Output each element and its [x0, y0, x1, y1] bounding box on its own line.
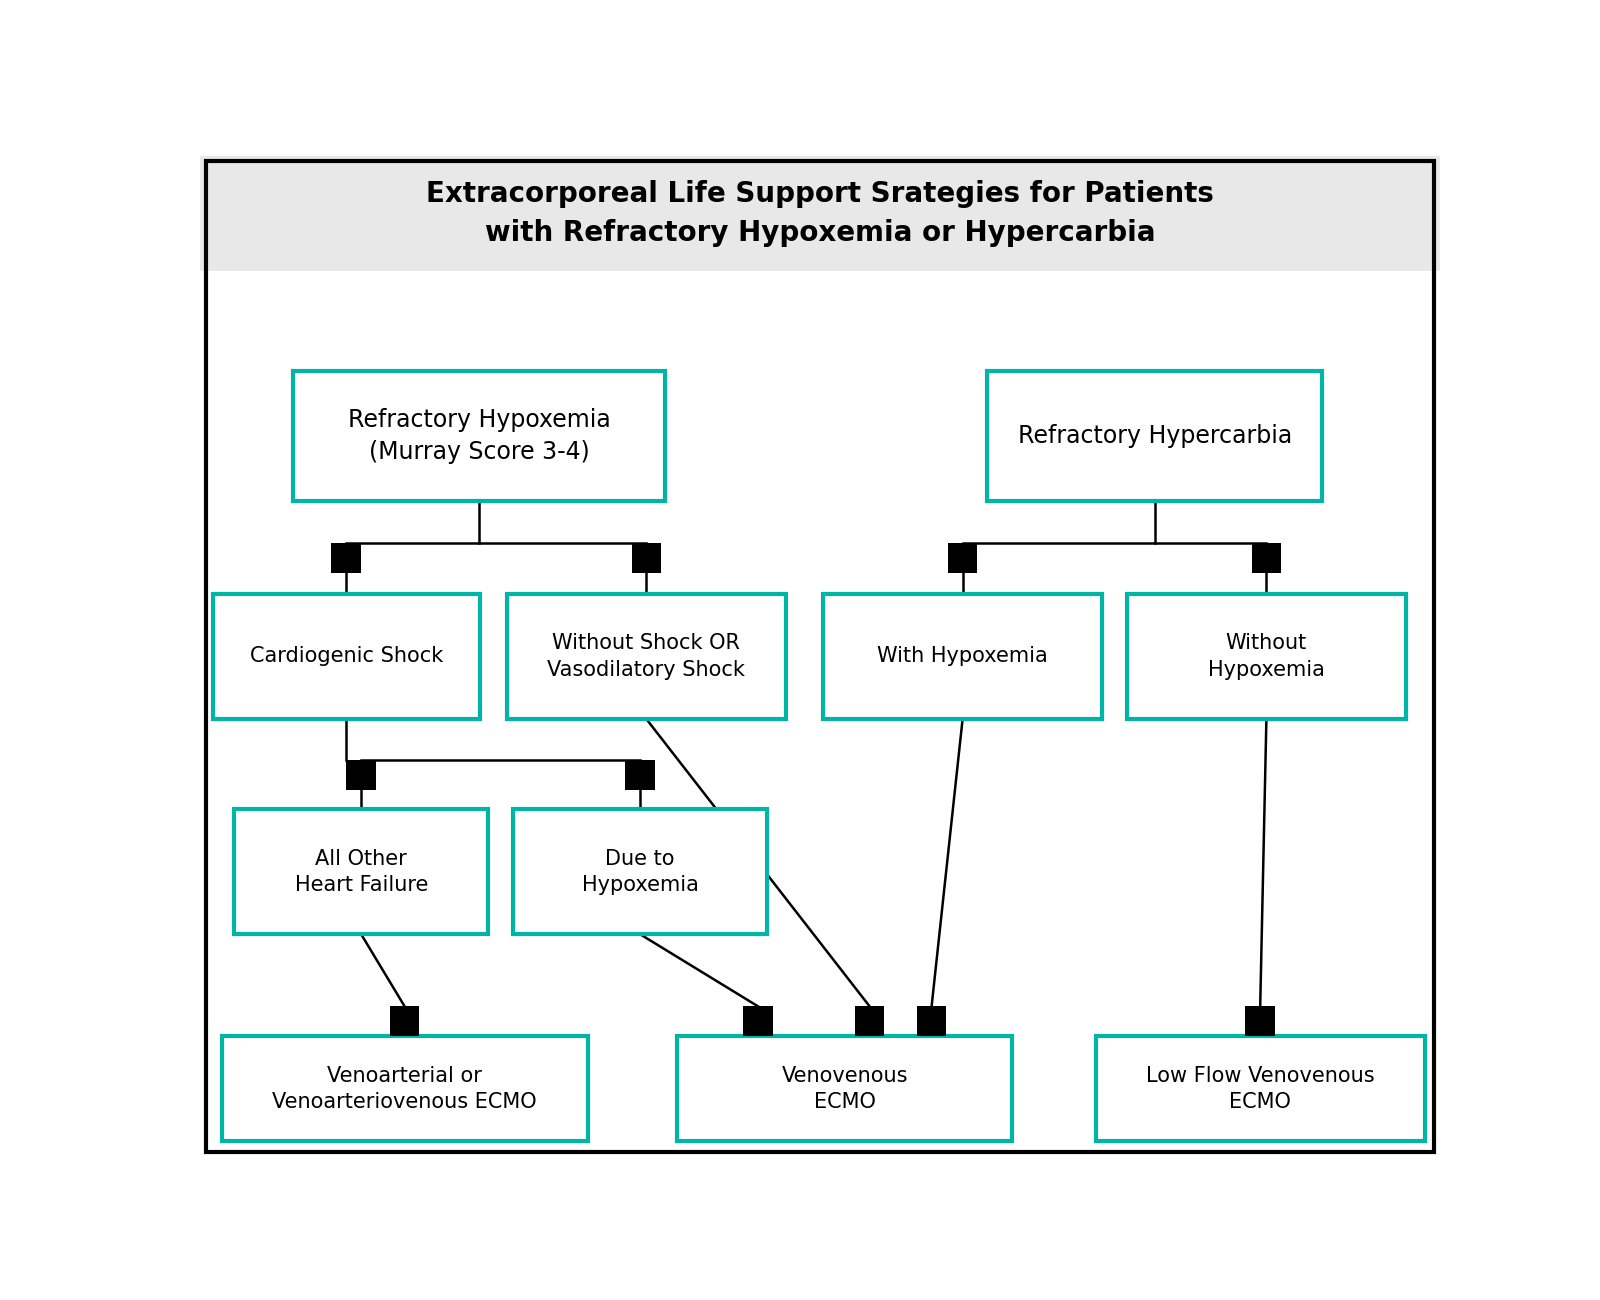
FancyBboxPatch shape — [514, 809, 768, 935]
Text: Refractory Hypoxemia
(Murray Score 3-4): Refractory Hypoxemia (Murray Score 3-4) — [347, 408, 610, 464]
Text: Venoarterial or
Venoarteriovenous ECMO: Venoarterial or Venoarteriovenous ECMO — [272, 1066, 538, 1112]
Text: Refractory Hypercarbia: Refractory Hypercarbia — [1018, 424, 1291, 448]
Text: All Other
Heart Failure: All Other Heart Failure — [294, 849, 427, 894]
FancyBboxPatch shape — [346, 759, 376, 789]
FancyBboxPatch shape — [200, 156, 1440, 272]
FancyBboxPatch shape — [234, 809, 488, 935]
FancyBboxPatch shape — [626, 759, 654, 789]
FancyBboxPatch shape — [390, 1006, 419, 1036]
FancyBboxPatch shape — [854, 1006, 885, 1036]
FancyBboxPatch shape — [213, 594, 480, 719]
FancyBboxPatch shape — [1096, 1036, 1424, 1141]
Text: Without
Hypoxemia: Without Hypoxemia — [1208, 633, 1325, 680]
FancyBboxPatch shape — [987, 372, 1322, 502]
Text: With Hypoxemia: With Hypoxemia — [877, 646, 1048, 667]
FancyBboxPatch shape — [822, 594, 1102, 719]
FancyBboxPatch shape — [331, 543, 362, 573]
Text: Without Shock OR
Vasodilatory Shock: Without Shock OR Vasodilatory Shock — [547, 633, 746, 680]
Text: Due to
Hypoxemia: Due to Hypoxemia — [582, 849, 699, 894]
FancyBboxPatch shape — [947, 543, 978, 573]
FancyBboxPatch shape — [1251, 543, 1282, 573]
Text: Cardiogenic Shock: Cardiogenic Shock — [250, 646, 443, 667]
FancyBboxPatch shape — [917, 1006, 947, 1036]
Text: Venovenous
ECMO: Venovenous ECMO — [781, 1066, 909, 1112]
FancyBboxPatch shape — [742, 1006, 773, 1036]
Text: Extracorporeal Life Support Srategies for Patients
with Refractory Hypoxemia or : Extracorporeal Life Support Srategies fo… — [426, 181, 1214, 247]
Text: Low Flow Venovenous
ECMO: Low Flow Venovenous ECMO — [1146, 1066, 1374, 1112]
FancyBboxPatch shape — [1245, 1006, 1275, 1036]
FancyBboxPatch shape — [1126, 594, 1406, 719]
FancyBboxPatch shape — [677, 1036, 1013, 1141]
FancyBboxPatch shape — [507, 594, 786, 719]
FancyBboxPatch shape — [632, 543, 661, 573]
FancyBboxPatch shape — [222, 1036, 587, 1141]
FancyBboxPatch shape — [293, 372, 666, 502]
